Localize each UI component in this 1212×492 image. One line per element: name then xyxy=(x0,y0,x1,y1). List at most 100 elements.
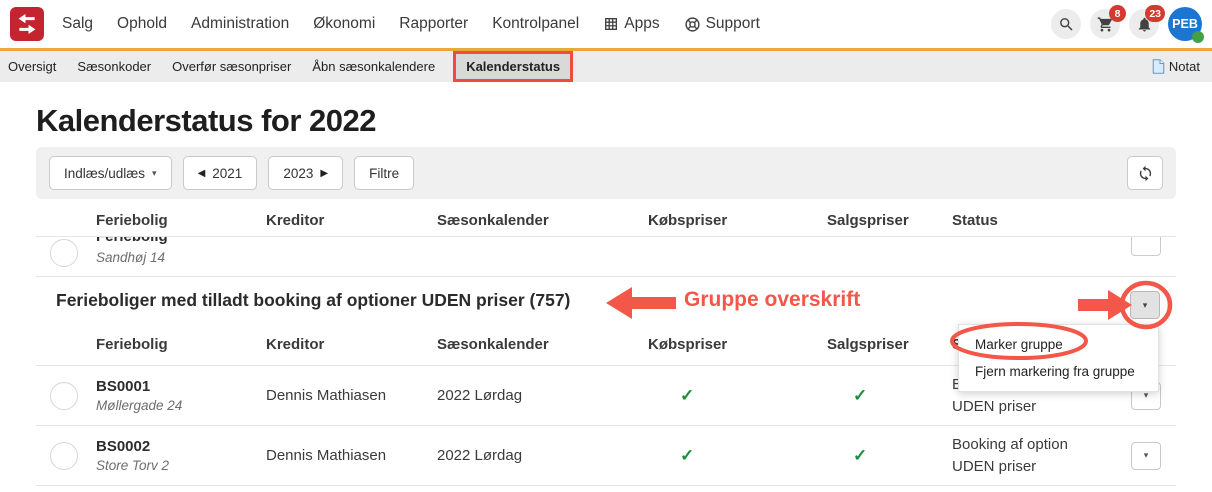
row-actions-dropdown[interactable]: ▾ xyxy=(1131,441,1161,470)
check-icon: ✓ xyxy=(853,385,868,405)
topbar-actions: 8 23 PEB xyxy=(1051,5,1204,43)
column-header-status[interactable]: Status xyxy=(952,211,998,229)
salgspriser-cell: ✓ xyxy=(827,446,952,466)
cart-button[interactable]: 8 xyxy=(1090,5,1126,39)
nav-item-kontrolpanel[interactable]: Kontrolpanel xyxy=(492,15,580,32)
status-line2: UDEN priser xyxy=(952,457,1037,475)
row-actions-dropdown-partial[interactable] xyxy=(1131,237,1161,256)
support-label: Support xyxy=(705,15,760,32)
subnav-item-overfor-saesonpriser[interactable]: Overfør sæsonpriser xyxy=(172,59,292,74)
unit-name-clipped: Feriebolig xyxy=(96,237,266,247)
unit-cell: BS0002 Store Torv 2 xyxy=(96,438,266,473)
row-select-cell xyxy=(36,237,96,267)
logo-arrows-icon xyxy=(18,14,36,34)
next-year-button[interactable]: 2023 ▶ xyxy=(268,156,344,190)
kreditor-cell: Dennis Mathiasen xyxy=(266,447,387,464)
row-select-checkbox[interactable] xyxy=(50,381,78,410)
cart-badge: 8 xyxy=(1109,5,1126,22)
support-lifebuoy-icon xyxy=(685,16,700,32)
table-row: BS0002 Store Torv 2 Dennis Mathiasen 202… xyxy=(36,426,1176,486)
kobspriser-cell: ✓ xyxy=(648,446,827,466)
main-content: Kalenderstatus for 2022 Indlæs/udlæs ▾ ◀… xyxy=(0,103,1212,486)
group-header-title: Ferieboliger med tilladt booking af opti… xyxy=(56,290,571,310)
apps-label: Apps xyxy=(624,15,660,32)
search-button[interactable] xyxy=(1051,9,1081,39)
column-header-kobspriser[interactable]: Købspriser xyxy=(648,211,728,229)
status-cell: Booking af option UDEN priser xyxy=(952,434,1125,478)
nav-item-okonomi[interactable]: Økonomi xyxy=(313,15,376,32)
nav-item-administration[interactable]: Administration xyxy=(191,15,290,32)
refresh-button[interactable] xyxy=(1127,156,1163,190)
check-icon: ✓ xyxy=(680,385,695,405)
nav-item-rapporter[interactable]: Rapporter xyxy=(399,15,469,32)
prev-year-label: 2021 xyxy=(212,165,243,181)
table-header: Feriebolig Kreditor Sæsonkalender Købspr… xyxy=(36,204,1176,237)
row-select-checkbox[interactable] xyxy=(50,441,78,470)
row-select-cell xyxy=(36,441,96,470)
check-icon: ✓ xyxy=(680,445,695,465)
check-icon: ✓ xyxy=(853,445,868,465)
column-header-salgspriser[interactable]: Salgspriser xyxy=(827,211,909,229)
table-row-partial: Feriebolig Sandhøj 14 xyxy=(36,237,1176,277)
row-select-cell xyxy=(36,381,96,410)
unit-address: Sandhøj 14 xyxy=(96,250,166,265)
avatar-initials: PEB xyxy=(1172,17,1198,31)
unit-cell: Feriebolig Sandhøj 14 xyxy=(96,237,266,265)
kobspriser-cell: ✓ xyxy=(648,386,827,406)
nav-item-apps[interactable]: Apps xyxy=(603,15,660,33)
app-logo[interactable] xyxy=(10,7,44,41)
refresh-icon xyxy=(1139,165,1151,181)
unit-address: Store Torv 2 xyxy=(96,458,170,473)
chevron-down-icon: ▾ xyxy=(1143,450,1149,460)
subnav-item-saesonkoder[interactable]: Sæsonkoder xyxy=(77,59,152,74)
column-header-kreditor[interactable]: Kreditor xyxy=(266,336,325,353)
notifications-button[interactable]: 23 xyxy=(1129,5,1165,39)
yellow-divider xyxy=(0,48,1212,51)
column-header-saesonkalender[interactable]: Sæsonkalender xyxy=(437,211,549,229)
online-presence-dot xyxy=(1192,31,1204,43)
nav-item-support[interactable]: Support xyxy=(684,15,760,33)
column-header-feriebolig[interactable]: Feriebolig xyxy=(96,336,168,353)
saesonkalender-cell: 2022 Lørdag xyxy=(437,447,523,464)
column-header-salgspriser[interactable]: Salgspriser xyxy=(827,336,909,353)
chevron-down-icon: ▾ xyxy=(152,167,157,178)
menu-item-marker-gruppe[interactable]: Marker gruppe xyxy=(975,337,1063,352)
next-arrow-icon: ▶ xyxy=(320,167,329,179)
subnav-item-abn-saesonkalendere[interactable]: Åbn sæsonkalendere xyxy=(312,59,436,74)
sub-nav: Oversigt Sæsonkoder Overfør sæsonpriser … xyxy=(0,51,1212,82)
salgspriser-cell: ✓ xyxy=(827,386,952,406)
import-export-dropdown[interactable]: Indlæs/udlæs ▾ xyxy=(49,156,172,190)
group-actions-menu: Marker gruppe Fjern markering fra gruppe xyxy=(958,324,1159,392)
group-actions-dropdown[interactable]: ▾ xyxy=(1130,291,1160,319)
column-header-saesonkalender[interactable]: Sæsonkalender xyxy=(437,336,549,353)
unit-name[interactable]: BS0001 xyxy=(96,378,151,395)
chevron-down-icon: ▾ xyxy=(1142,299,1148,310)
main-nav: Salg Ophold Administration Økonomi Rappo… xyxy=(62,15,760,33)
nav-item-salg[interactable]: Salg xyxy=(62,15,94,32)
search-icon xyxy=(1059,17,1073,31)
menu-item-fjern-markering[interactable]: Fjern markering fra gruppe xyxy=(975,364,1135,379)
notat-label: Notat xyxy=(1168,59,1200,74)
column-header-kobspriser[interactable]: Købspriser xyxy=(648,336,728,353)
page-title: Kalenderstatus for 2022 xyxy=(36,103,376,138)
prev-year-button[interactable]: ◀ 2021 xyxy=(182,156,258,190)
user-avatar[interactable]: PEB xyxy=(1168,7,1204,43)
row-select-checkbox[interactable] xyxy=(50,239,78,267)
import-export-label: Indlæs/udlæs xyxy=(64,165,146,181)
column-header-kreditor[interactable]: Kreditor xyxy=(266,211,325,229)
unit-name[interactable]: BS0002 xyxy=(96,438,151,455)
toolbar: Indlæs/udlæs ▾ ◀ 2021 2023 ▶ Filtre xyxy=(36,147,1176,199)
kreditor-cell: Dennis Mathiasen xyxy=(266,387,387,404)
subnav-item-oversigt[interactable]: Oversigt xyxy=(8,59,57,74)
status-line1: Booking af option xyxy=(952,435,1068,453)
top-bar: Salg Ophold Administration Økonomi Rappo… xyxy=(0,0,1212,48)
notat-button[interactable]: Notat xyxy=(1152,59,1200,74)
note-document-icon xyxy=(1152,59,1165,74)
subnav-item-kalenderstatus[interactable]: Kalenderstatus xyxy=(453,51,574,82)
column-header-feriebolig[interactable]: Feriebolig xyxy=(96,211,168,229)
saesonkalender-cell: 2022 Lørdag xyxy=(437,387,523,404)
status-line2: UDEN priser xyxy=(952,397,1037,415)
filters-button[interactable]: Filtre xyxy=(354,156,415,190)
notifications-badge: 23 xyxy=(1145,5,1165,22)
nav-item-ophold[interactable]: Ophold xyxy=(117,15,168,32)
